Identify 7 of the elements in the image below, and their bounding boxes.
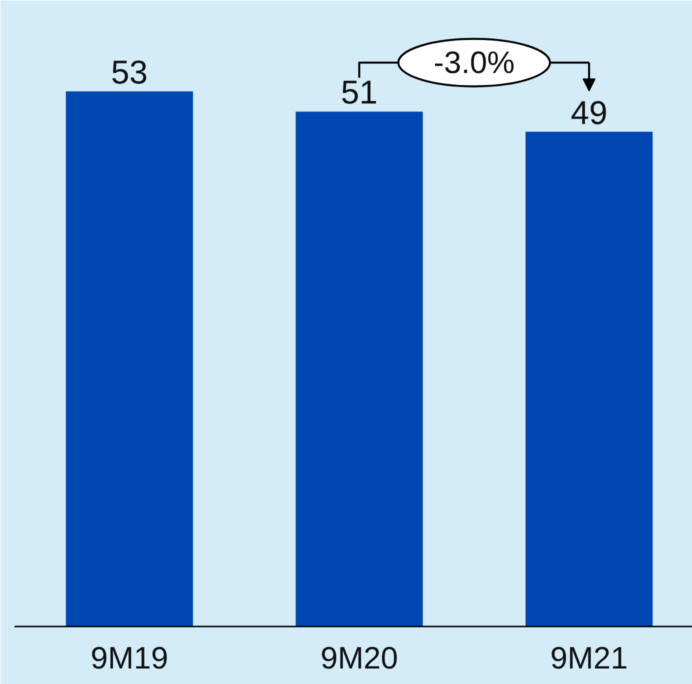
data-label: 49 bbox=[570, 94, 608, 131]
x-tick-label: 9M21 bbox=[550, 640, 628, 676]
x-tick-label: 9M19 bbox=[90, 640, 168, 676]
x-tick-label: 9M20 bbox=[320, 640, 398, 676]
data-label: 51 bbox=[340, 74, 378, 111]
annotation: -3.0% bbox=[434, 45, 515, 80]
data-label: 53 bbox=[111, 53, 148, 90]
